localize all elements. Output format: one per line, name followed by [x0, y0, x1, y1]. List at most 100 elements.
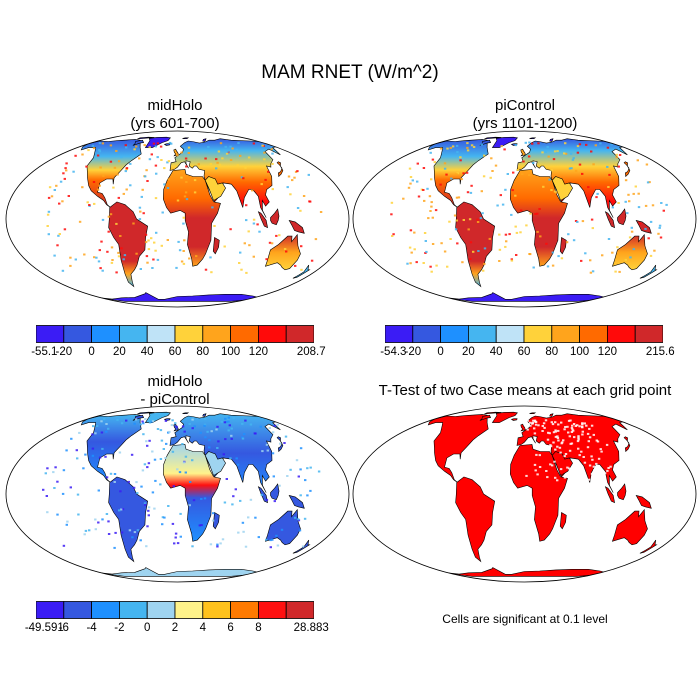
- significance-note: Cells are significant at 0.1 level: [442, 612, 608, 626]
- colorbar-tick-label: 60: [517, 346, 531, 358]
- land-eurasia: [516, 138, 628, 218]
- land-japan: [623, 161, 631, 178]
- colorbar-tick-label: 60: [168, 346, 182, 358]
- panel-3-title: midHolo - piControl: [35, 373, 315, 409]
- land-eurasia: [169, 138, 281, 218]
- colorbar-swatch: [230, 325, 259, 343]
- colorbar-tick-label: 2: [171, 622, 179, 634]
- colorbar-swatch: [91, 601, 120, 619]
- land-arabia: [204, 176, 226, 201]
- land-madagascar: [559, 237, 567, 255]
- colorbar-tick-label: 40: [140, 346, 154, 358]
- land-indonesia-borneo: [270, 483, 280, 501]
- colorbar-tick-label: -49.591: [24, 622, 64, 634]
- land-antarctica: [435, 292, 607, 302]
- colorbar-swatch: [36, 325, 65, 343]
- land-north-america: [80, 414, 142, 483]
- colorbar-swatch: [146, 601, 176, 619]
- land-new-zealand: [639, 539, 658, 554]
- land-new-zealand: [292, 539, 311, 554]
- land-svalbard: [529, 412, 537, 414]
- land-japan: [276, 436, 284, 453]
- colorbar-swatch: [606, 325, 636, 343]
- panel-2-title-line2: (yrs 1101-1200): [472, 115, 578, 132]
- colorbar-tick-label: 28.883: [293, 622, 329, 634]
- colorbar-swatch: [412, 325, 441, 343]
- land-ellesmere: [484, 411, 502, 415]
- colorbar-tick-label: 100: [570, 346, 590, 358]
- colorbar-swatch: [257, 325, 287, 343]
- land-australia: [611, 233, 648, 271]
- colorbar-tick-label: -55.1: [31, 346, 58, 358]
- colorbar-tick-label: 80: [545, 346, 559, 358]
- colorbar-swatch: [119, 601, 148, 619]
- land-ellesmere: [484, 136, 502, 140]
- land-svalbard: [182, 412, 190, 414]
- land-north-america: [80, 139, 142, 208]
- colorbar-tick-label: 0: [143, 622, 151, 634]
- colorbar-midholo: [36, 325, 314, 343]
- land-south-america: [455, 201, 496, 288]
- colorbar-tick-label: -20: [55, 346, 73, 358]
- land-iceland: [163, 143, 171, 146]
- colorbar-swatch: [91, 325, 120, 343]
- panel-4-title-line1: T-Test of two Case means at each grid po…: [378, 382, 672, 399]
- land-new-guinea: [635, 219, 652, 234]
- colorbar-difference: [36, 601, 314, 619]
- colorbar-swatch: [36, 601, 65, 619]
- land-antarctica: [88, 567, 260, 577]
- land-eurasia: [169, 413, 281, 493]
- land-new-guinea: [288, 494, 305, 509]
- colorbar-tick-label: 40: [489, 346, 503, 358]
- panel-2-title-line1: piControl: [494, 97, 556, 114]
- map-border: [352, 405, 697, 583]
- map-midholo: [5, 130, 350, 308]
- colorbar-tick-label: 20: [112, 346, 126, 358]
- colorbar-tick-label: 120: [597, 346, 617, 358]
- panel-1-title-line2: (yrs 601-700): [130, 115, 220, 132]
- land-novaya-zemlya: [202, 413, 207, 417]
- map-difference: [5, 405, 350, 583]
- land-antarctica: [435, 567, 607, 577]
- panel-2-title: piControl (yrs 1101-1200): [385, 97, 665, 133]
- colorbar-swatch: [202, 601, 232, 619]
- colorbar-swatch: [63, 601, 92, 619]
- land-greenland: [491, 136, 518, 148]
- panel-1-title-line1: midHolo: [147, 97, 203, 114]
- land-sumatra: [604, 486, 616, 504]
- colorbar-swatch: [63, 325, 92, 343]
- colorbar-tick-label: -6: [58, 622, 69, 634]
- colorbar-tick-label: -20: [404, 346, 422, 358]
- land-arabia: [551, 451, 573, 476]
- colorbar-swatch: [385, 325, 414, 343]
- land-uk: [520, 423, 526, 432]
- colorbar-swatch: [257, 601, 287, 619]
- colorbar-tick-label: -54.3: [380, 346, 407, 358]
- land-japan: [623, 436, 631, 453]
- colorbar-tick-label: 0: [88, 346, 95, 358]
- colorbar-tick-label: 8: [255, 622, 262, 634]
- colorbar-tick-label: 80: [196, 346, 210, 358]
- land-baffin: [479, 414, 492, 421]
- grid-cell-texture: [42, 416, 321, 549]
- colorbar-swatch: [119, 325, 148, 343]
- land-new-guinea: [635, 494, 652, 509]
- panel-3-title-line2: - piControl: [140, 391, 210, 408]
- land-madagascar: [559, 512, 567, 530]
- land-new-zealand: [639, 264, 658, 279]
- land-svalbard: [182, 137, 190, 139]
- land-indonesia-borneo: [270, 208, 280, 226]
- grid-cell-texture: [46, 141, 323, 274]
- land-ellesmere: [137, 136, 155, 140]
- colorbar-tick-label: 215.6: [645, 346, 675, 358]
- land-north-america: [427, 414, 489, 483]
- land-greenland: [491, 411, 518, 423]
- colorbar-swatch: [551, 325, 581, 343]
- figure-title: MAM RNET (W/m^2): [261, 62, 439, 83]
- land-novaya-zemlya: [202, 138, 207, 142]
- map-border: [352, 130, 697, 308]
- colorbar-swatch: [285, 601, 314, 619]
- land-australia: [264, 233, 301, 271]
- colorbar-tick-label: 6: [227, 622, 234, 634]
- colorbar-tick-label: 100: [221, 346, 241, 358]
